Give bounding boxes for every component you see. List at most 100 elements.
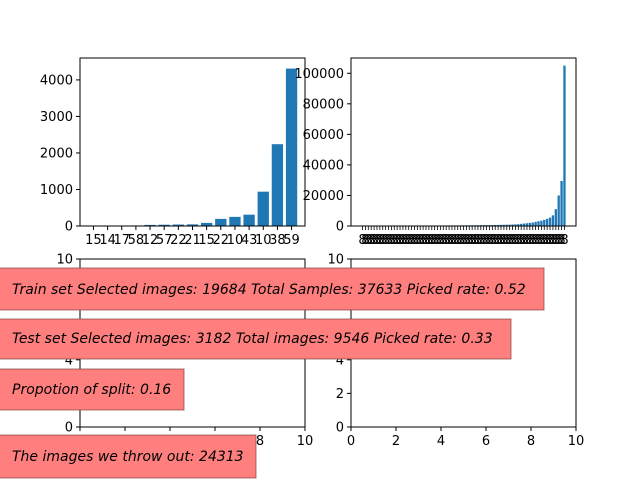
x-tick-label: 8 bbox=[488, 233, 496, 248]
bar bbox=[525, 223, 529, 226]
y-tick-label: 20000 bbox=[303, 189, 344, 204]
x-tick-label: 8 bbox=[555, 233, 563, 248]
x-tick-label: 8 bbox=[526, 233, 534, 248]
x-tick-label: 8 bbox=[471, 233, 479, 248]
annotation-text: Propotion of split: 0.16 bbox=[12, 382, 171, 398]
y-tick-label: 3000 bbox=[40, 110, 73, 125]
annotation-box bbox=[0, 318, 512, 360]
bar bbox=[172, 224, 185, 226]
axes-frame bbox=[79, 57, 306, 227]
y-tick-label: 40000 bbox=[303, 158, 344, 173]
bar bbox=[531, 222, 534, 226]
bar bbox=[528, 222, 531, 226]
x-tick-label: 8 bbox=[529, 233, 537, 248]
y-tick-label: 60000 bbox=[303, 128, 344, 143]
x-tick-label: 8 bbox=[560, 233, 568, 248]
x-tick-label: 8 bbox=[422, 233, 430, 248]
x-tick-label: 8 bbox=[405, 233, 413, 248]
x-tick-label: 38 bbox=[269, 233, 286, 248]
bar bbox=[551, 215, 555, 226]
x-tick-label: 10 bbox=[568, 434, 585, 449]
y-tick-label: 4 bbox=[65, 353, 73, 368]
bar bbox=[215, 218, 227, 226]
bar bbox=[505, 224, 508, 226]
x-tick-label: 8 bbox=[410, 233, 418, 248]
y-tick-label: 4 bbox=[336, 353, 344, 368]
x-tick-label: 8 bbox=[407, 233, 415, 248]
bar bbox=[563, 65, 566, 227]
bar bbox=[514, 224, 517, 226]
x-tick-label: 8 bbox=[506, 233, 514, 248]
x-tick-label: 8 bbox=[373, 233, 381, 248]
x-tick-label: 8 bbox=[527, 434, 535, 449]
x-tick-label: 10 bbox=[227, 233, 244, 248]
annotation-text: Train set Selected images: 19684 Total S… bbox=[12, 282, 526, 298]
x-tick-label: 8 bbox=[445, 233, 453, 248]
x-tick-label: 8 bbox=[503, 233, 511, 248]
x-tick-label: 8 bbox=[557, 233, 565, 248]
axes-frame bbox=[350, 57, 577, 227]
x-tick-label: 58 bbox=[128, 233, 145, 248]
x-tick-label: 8 bbox=[358, 233, 366, 248]
bar bbox=[540, 220, 543, 226]
x-tick-label: 8 bbox=[500, 233, 508, 248]
x-tick-label: 8 bbox=[477, 233, 485, 248]
x-tick-label: 8 bbox=[402, 233, 410, 248]
x-tick-label: 8 bbox=[387, 233, 395, 248]
x-tick-label: 43 bbox=[241, 233, 258, 248]
x-tick-label: 57 bbox=[156, 233, 173, 248]
x-tick-label: 8 bbox=[454, 233, 462, 248]
x-tick-label: 8 bbox=[425, 233, 433, 248]
bar bbox=[534, 221, 537, 226]
x-tick-label: 8 bbox=[390, 233, 398, 248]
x-tick-label: 8 bbox=[381, 233, 389, 248]
annotation-boxes: Train set Selected images: 19684 Total S… bbox=[0, 267, 545, 479]
x-tick-label: 8 bbox=[419, 233, 427, 248]
bar bbox=[200, 222, 213, 226]
x-tick-label: 22 bbox=[170, 233, 187, 248]
x-tick-label: 8 bbox=[491, 233, 499, 248]
x-tick-label: 8 bbox=[485, 233, 493, 248]
x-tick-label: 8 bbox=[511, 233, 519, 248]
y-tick-label: 1000 bbox=[40, 183, 73, 198]
bar bbox=[554, 209, 557, 226]
annotation-text: Test set Selected images: 3182 Total ima… bbox=[12, 331, 493, 347]
bar bbox=[229, 216, 241, 226]
x-tick-label: 8 bbox=[459, 233, 467, 248]
y-tick-label: 0 bbox=[336, 421, 344, 436]
bar bbox=[257, 191, 269, 226]
top-left-bar-chart: 1514175812572221152210431038590100020003… bbox=[40, 57, 306, 248]
x-tick-label: 8 bbox=[465, 233, 473, 248]
x-tick-label: 17 bbox=[113, 233, 130, 248]
x-tick-label: 8 bbox=[523, 233, 531, 248]
annotation-box bbox=[0, 368, 185, 411]
bar bbox=[158, 224, 170, 226]
y-tick-label: 2 bbox=[336, 387, 344, 402]
x-tick-label: 15 bbox=[198, 233, 215, 248]
x-tick-label: 8 bbox=[497, 233, 505, 248]
x-tick-label: 8 bbox=[468, 233, 476, 248]
x-tick-label: 8 bbox=[364, 233, 372, 248]
x-tick-label: 8 bbox=[482, 233, 490, 248]
x-tick-label: 8 bbox=[480, 233, 488, 248]
x-tick-label: 8 bbox=[256, 434, 264, 449]
x-tick-label: 8 bbox=[367, 233, 375, 248]
x-tick-label: 8 bbox=[384, 233, 392, 248]
y-tick-label: 10 bbox=[327, 253, 344, 268]
y-tick-label: 10 bbox=[56, 253, 73, 268]
bar bbox=[502, 224, 506, 226]
x-tick-label: 8 bbox=[361, 233, 369, 248]
x-tick-label: 8 bbox=[433, 233, 441, 248]
x-tick-label: 8 bbox=[531, 233, 539, 248]
bar bbox=[537, 221, 540, 226]
bar bbox=[517, 224, 520, 226]
x-tick-label: 8 bbox=[413, 233, 421, 248]
x-tick-label: 8 bbox=[537, 233, 545, 248]
bar bbox=[543, 219, 546, 226]
x-tick-label: 0 bbox=[347, 434, 355, 449]
y-tick-label: 4000 bbox=[40, 73, 73, 88]
bar bbox=[548, 217, 552, 226]
bar bbox=[511, 224, 514, 226]
x-tick-label: 8 bbox=[520, 233, 528, 248]
x-tick-label: 8 bbox=[370, 233, 378, 248]
